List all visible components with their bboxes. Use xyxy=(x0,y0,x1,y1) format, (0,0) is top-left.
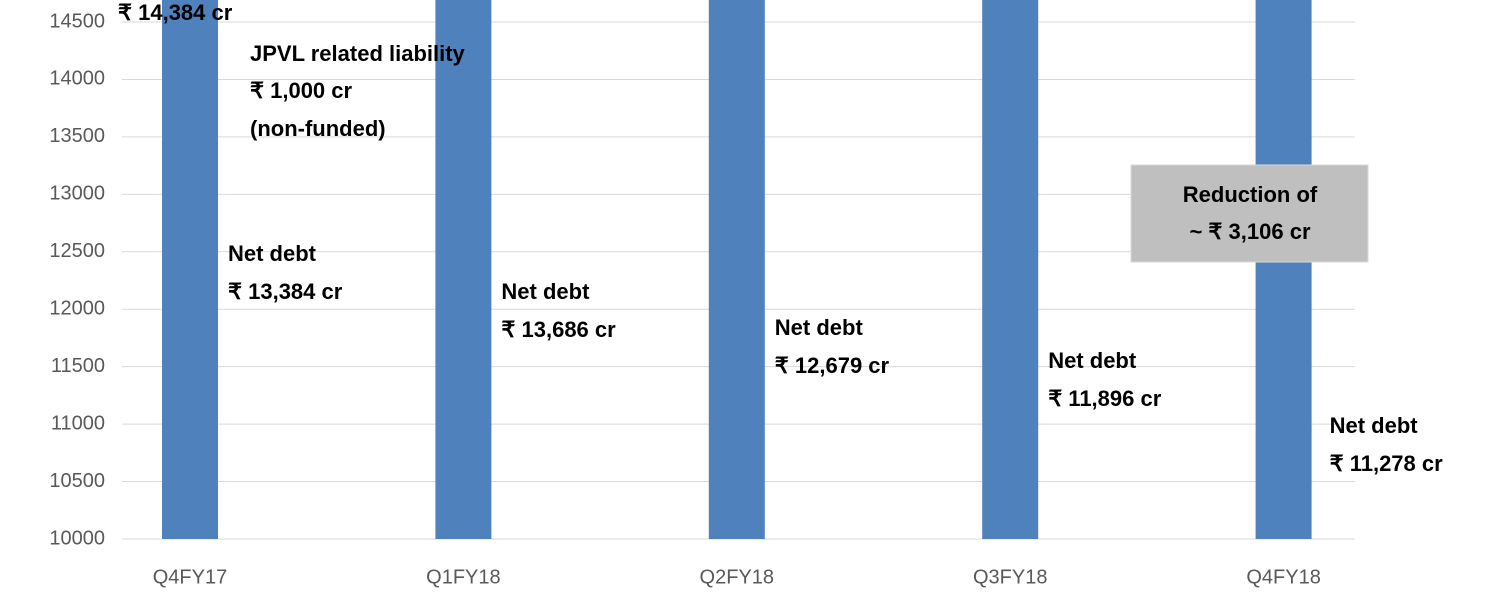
bar xyxy=(435,0,492,539)
y-tick-label: 12000 xyxy=(49,298,105,320)
y-tick-label: 10500 xyxy=(49,470,105,492)
y-tick-label: 13000 xyxy=(49,183,105,205)
annotation: (non-funded) xyxy=(250,116,386,141)
bar xyxy=(162,0,218,539)
series-label: Net debt xyxy=(775,315,864,340)
y-tick-label: 10000 xyxy=(49,527,105,549)
value-label: ₹ 13,384 cr xyxy=(228,279,343,304)
y-tick-label: 11000 xyxy=(51,412,105,434)
annotation: Reduction of xyxy=(1183,182,1318,207)
value-label: ₹ 11,278 cr xyxy=(1330,451,1444,476)
y-tick-label: 13500 xyxy=(49,125,105,147)
series-label: JPVL related liability xyxy=(250,41,466,66)
series-label: Net debt xyxy=(1330,413,1419,438)
bar xyxy=(982,0,1039,540)
x-tick-label: Q3FY18 xyxy=(973,566,1047,588)
x-tick-label: Q2FY18 xyxy=(700,566,774,588)
y-tick-label: 14000 xyxy=(49,68,105,90)
series-label: Net debt xyxy=(501,279,590,304)
value-label: ₹ 12,679 cr xyxy=(775,353,890,378)
value-label: ₹ 13,686 cr xyxy=(501,317,616,342)
y-tick-label: 12500 xyxy=(49,240,105,262)
bar xyxy=(1255,0,1312,539)
x-tick-label: Q4FY18 xyxy=(1246,566,1320,588)
series-label: Net debt xyxy=(1048,348,1137,373)
x-tick-label: Q1FY18 xyxy=(426,566,500,588)
x-tick-label: Q4FY17 xyxy=(153,566,227,588)
y-tick-label: 14500 xyxy=(49,10,105,32)
bar xyxy=(708,0,765,540)
series-label: Net debt xyxy=(228,241,317,266)
value-label: ₹ 11,896 cr xyxy=(1048,386,1162,411)
value-label: ₹ 1,000 cr xyxy=(250,78,353,103)
annotation-box xyxy=(1130,164,1369,263)
annotation: ₹ 14,384 cr xyxy=(118,0,233,25)
y-tick-label: 11500 xyxy=(51,355,105,377)
annotation: ~ ₹ 3,106 cr xyxy=(1189,219,1310,244)
